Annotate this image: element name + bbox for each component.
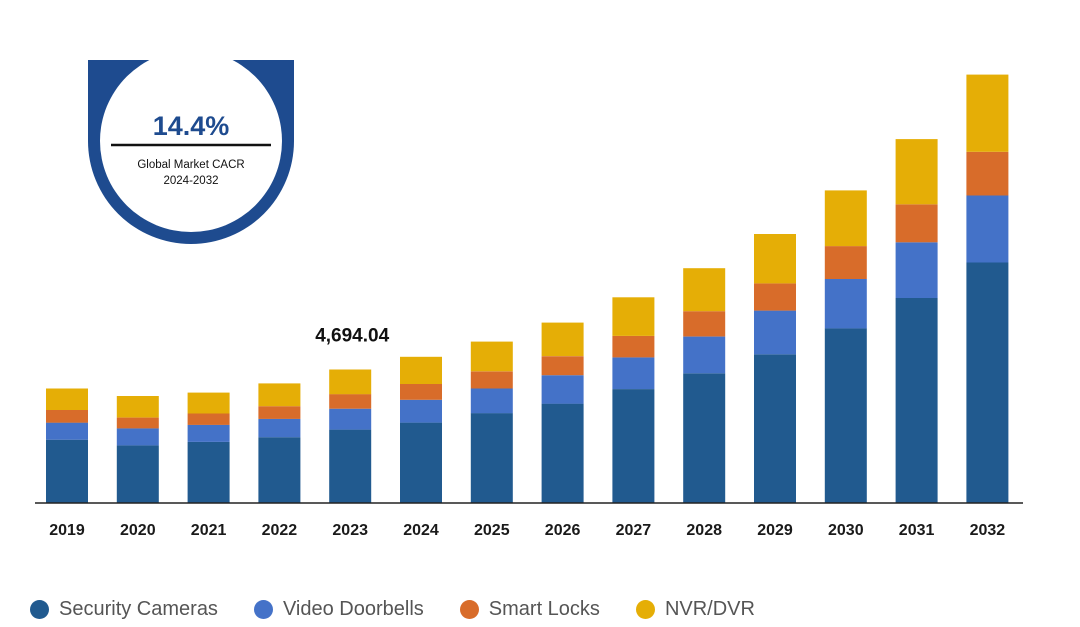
bar-2028-nvr-dvr xyxy=(683,268,726,312)
bar-2032-nvr-dvr xyxy=(966,74,1009,152)
bar-2028-video-doorbells xyxy=(683,336,726,374)
bar-2020-security-cameras xyxy=(116,445,159,503)
bar-2032-video-doorbells xyxy=(966,195,1009,263)
bar-2032-smart-locks xyxy=(966,151,1009,196)
bar-2025-nvr-dvr xyxy=(470,341,513,372)
bar-2029-security-cameras xyxy=(754,354,796,503)
bar-2019-smart-locks xyxy=(46,410,88,423)
bar-2025-security-cameras xyxy=(470,413,513,503)
bar-2024-nvr-dvr xyxy=(400,356,442,384)
bar-2032-security-cameras xyxy=(966,262,1009,503)
legend-dot-nvr-dvr xyxy=(635,599,655,619)
bar-2031-security-cameras xyxy=(895,298,938,503)
x-tick-2026: 2026 xyxy=(545,522,581,539)
bar-2020-video-doorbells xyxy=(116,428,159,446)
legend-dot-smart-locks xyxy=(459,599,479,619)
legend-item-smart-locks: Smart Locks xyxy=(459,597,600,621)
x-tick-2022: 2022 xyxy=(262,522,298,539)
badge-caption-line1: Global Market CACR xyxy=(137,159,244,171)
bar-2029-video-doorbells xyxy=(754,310,796,355)
legend-dot-video-doorbells xyxy=(253,599,273,619)
bar-2027-security-cameras xyxy=(612,389,655,503)
bar-2024-video-doorbells xyxy=(400,399,442,423)
x-tick-2028: 2028 xyxy=(686,522,722,539)
bar-2022-video-doorbells xyxy=(258,418,301,438)
bar-2030-security-cameras xyxy=(824,328,867,503)
badge-inner-circle xyxy=(100,50,282,232)
bar-2029-smart-locks xyxy=(754,283,796,311)
bar-2019-video-doorbells xyxy=(46,422,88,440)
x-tick-2021: 2021 xyxy=(191,522,227,539)
annotation-2023-value: 4,694.04 xyxy=(315,325,389,346)
x-tick-2024: 2024 xyxy=(403,522,439,539)
bar-2031-video-doorbells xyxy=(895,242,938,298)
bar-2025-smart-locks xyxy=(470,371,513,389)
x-tick-2029: 2029 xyxy=(757,522,793,539)
bar-2022-nvr-dvr xyxy=(258,383,301,407)
bar-2024-smart-locks xyxy=(400,384,442,400)
x-tick-2030: 2030 xyxy=(828,522,864,539)
bar-2021-security-cameras xyxy=(187,441,230,503)
x-tick-2031: 2031 xyxy=(899,522,935,539)
bar-2030-smart-locks xyxy=(824,246,867,279)
legend-dot-security-cameras xyxy=(30,599,49,619)
legend-label-nvr-dvr: NVR/DVR xyxy=(664,597,755,620)
bar-2021-smart-locks xyxy=(187,413,230,425)
legend-item-security-cameras: Security Cameras xyxy=(30,598,218,621)
bar-2023-security-cameras xyxy=(329,429,372,503)
bar-2026-security-cameras xyxy=(541,403,584,503)
bars-layer xyxy=(46,74,1009,503)
bar-2029-nvr-dvr xyxy=(754,234,796,284)
x-tick-2020: 2020 xyxy=(120,522,156,539)
bar-2027-smart-locks xyxy=(612,335,655,358)
x-tick-2019: 2019 xyxy=(49,522,85,539)
bar-2028-security-cameras xyxy=(683,373,726,503)
legend-label-smart-locks: Smart Locks xyxy=(488,597,600,620)
bar-2030-video-doorbells xyxy=(824,279,867,329)
bar-2021-video-doorbells xyxy=(187,424,230,442)
bar-2027-video-doorbells xyxy=(612,357,655,389)
bar-2021-nvr-dvr xyxy=(187,392,230,414)
bar-2031-nvr-dvr xyxy=(895,139,938,205)
bar-2022-security-cameras xyxy=(258,437,301,503)
bar-2028-smart-locks xyxy=(683,311,726,337)
bar-2019-security-cameras xyxy=(46,439,88,503)
legend: Security Cameras Video Doorbells Smart L… xyxy=(30,594,791,624)
bar-2023-video-doorbells xyxy=(329,408,372,430)
bar-2031-smart-locks xyxy=(895,204,938,243)
bar-2027-nvr-dvr xyxy=(612,297,655,336)
bar-2025-video-doorbells xyxy=(470,388,513,414)
bar-2024-security-cameras xyxy=(400,422,442,503)
x-tick-2027: 2027 xyxy=(616,522,652,539)
x-ticks: 2019 2020 2021 2022 2023 2024 2025 2026 2027 2028… xyxy=(49,522,1005,539)
bar-2020-nvr-dvr xyxy=(116,396,159,418)
badge-percentage: 14.4% xyxy=(153,111,230,141)
bar-2023-nvr-dvr xyxy=(329,369,372,395)
badge-caption-line2: 2024-2032 xyxy=(164,175,219,187)
legend-item-video-doorbells: Video Doorbells xyxy=(253,597,424,621)
bar-2020-smart-locks xyxy=(116,417,159,429)
bar-2026-smart-locks xyxy=(541,356,584,376)
bar-2026-nvr-dvr xyxy=(541,322,584,357)
x-tick-2025: 2025 xyxy=(474,522,510,539)
legend-item-nvr-dvr: NVR/DVR xyxy=(635,597,755,621)
bar-2030-nvr-dvr xyxy=(824,190,867,247)
bar-2022-smart-locks xyxy=(258,406,301,419)
legend-label-video-doorbells: Video Doorbells xyxy=(282,597,424,620)
x-tick-2023: 2023 xyxy=(332,522,368,539)
bar-2026-video-doorbells xyxy=(541,375,584,404)
bar-2023-smart-locks xyxy=(329,394,372,409)
bar-2019-nvr-dvr xyxy=(46,388,88,410)
cagr-badge: 14.4% Global Market CACR 2024-2032 xyxy=(88,50,294,244)
x-tick-2032: 2032 xyxy=(970,522,1006,539)
legend-label-security-cameras: Security Cameras xyxy=(59,597,218,620)
